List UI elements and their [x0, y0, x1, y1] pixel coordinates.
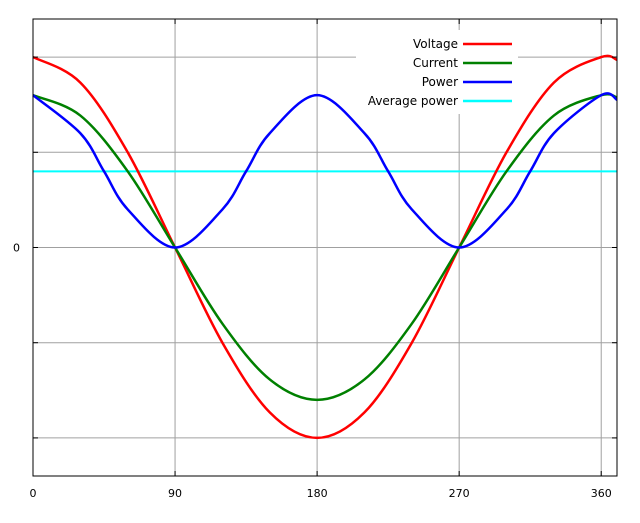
- y-tick-label: 0: [13, 242, 20, 255]
- legend-label: Power: [422, 75, 458, 89]
- axis-ticks: 0 90 180 270 360 0: [13, 19, 617, 500]
- x-tick-label: 0: [30, 487, 37, 500]
- legend: Voltage Current Power Average power: [356, 30, 518, 114]
- current-line: [32, 92, 618, 402]
- x-tick-label: 360: [591, 487, 612, 500]
- series-lines: [32, 54, 618, 440]
- power-line: [32, 92, 618, 249]
- x-tick-label: 90: [168, 487, 182, 500]
- legend-label: Voltage: [413, 37, 458, 51]
- x-tick-label: 270: [449, 487, 470, 500]
- x-tick-label: 180: [307, 487, 328, 500]
- voltage-line: [32, 54, 618, 440]
- legend-label: Average power: [368, 94, 458, 108]
- legend-label: Current: [413, 56, 458, 70]
- grid: [32, 19, 617, 476]
